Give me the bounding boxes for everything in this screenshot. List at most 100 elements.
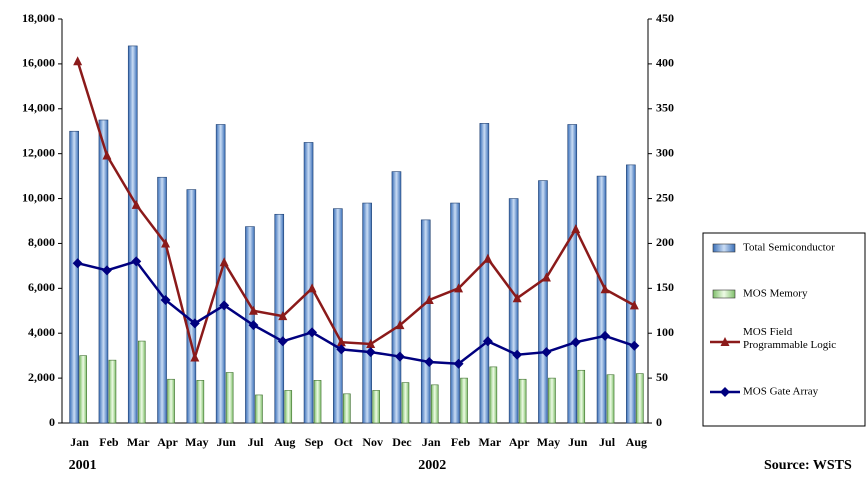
bar [518, 378, 527, 424]
marker [248, 320, 259, 331]
x-tick-label: Aug [274, 435, 295, 449]
x-tick-label: Jul [247, 435, 264, 449]
marker [570, 337, 581, 348]
marker [101, 265, 112, 276]
y2-tick-label: 450 [656, 11, 674, 25]
marker [720, 387, 730, 397]
y-tick-label: 8,000 [28, 235, 55, 249]
bar [372, 390, 380, 424]
y-tick-label: 4,000 [28, 325, 55, 339]
bar [284, 390, 293, 424]
x-tick-label: Sep [305, 435, 324, 449]
y2-tick-label: 300 [656, 145, 674, 159]
y2-tick-label: 100 [656, 325, 674, 339]
y2-tick-label: 0 [656, 415, 662, 429]
line [77, 259, 635, 366]
legend-swatch [712, 289, 736, 299]
legend-label: Total Semiconductor [743, 242, 835, 254]
marker [453, 358, 464, 369]
marker [720, 337, 730, 346]
marker [395, 320, 405, 330]
x-tick-label: Jan [422, 435, 441, 449]
marker [219, 257, 229, 267]
line [76, 60, 635, 363]
legend-swatch [712, 243, 736, 253]
bar [460, 377, 468, 424]
bar [508, 198, 519, 424]
marker [600, 330, 611, 341]
x-tick-label: May [185, 435, 208, 449]
marker [307, 283, 317, 293]
marker [424, 295, 434, 305]
legend-label: MOS Field Programmable Logic [743, 326, 836, 351]
marker [248, 305, 258, 315]
y2-tick-label: 150 [656, 280, 674, 294]
marker [161, 238, 171, 248]
legend-label: MOS Memory [743, 288, 808, 300]
x-tick-label: Apr [509, 435, 530, 449]
bar [636, 373, 644, 424]
source: Source: WSTS [764, 458, 852, 473]
marker [160, 295, 171, 306]
marker [541, 347, 552, 358]
x-tick-label: Jun [216, 435, 236, 449]
bar [108, 359, 117, 424]
x-tick-label: Jul [599, 435, 616, 449]
marker [131, 199, 141, 209]
bar [186, 189, 197, 424]
marker [131, 256, 142, 267]
y-tick-label: 6,000 [28, 280, 55, 294]
x-tick-label: Feb [99, 435, 119, 449]
marker [512, 349, 523, 360]
marker [629, 300, 639, 310]
bar [137, 340, 146, 424]
bar [548, 377, 556, 424]
marker [307, 327, 318, 338]
bar [69, 130, 79, 424]
marker [72, 258, 83, 269]
y2-tick-label: 400 [656, 56, 674, 70]
legend-label: MOS Gate Array [743, 386, 819, 398]
year-label: 2001 [69, 458, 97, 473]
bar [401, 382, 410, 424]
x-tick-label: Nov [362, 435, 383, 449]
bar [577, 369, 586, 424]
marker [278, 311, 288, 321]
bar [626, 164, 636, 424]
marker [219, 300, 230, 311]
x-tick-label: Apr [157, 435, 178, 449]
marker [541, 272, 551, 282]
marker [512, 293, 522, 303]
marker [277, 336, 288, 347]
y2-tick-label: 250 [656, 190, 674, 204]
marker [600, 284, 610, 294]
x-tick-label: Aug [626, 435, 647, 449]
bar [489, 366, 498, 424]
marker [366, 338, 376, 348]
x-tick-label: Mar [479, 435, 502, 449]
bar [567, 124, 578, 424]
bar [255, 394, 263, 424]
marker [629, 340, 640, 351]
y2-tick-label: 50 [656, 370, 668, 384]
bar [606, 374, 615, 424]
x-tick-label: Oct [334, 435, 353, 449]
marker [482, 336, 493, 347]
legend-box [702, 232, 866, 427]
bar [127, 45, 138, 424]
y-tick-label: 12,000 [22, 145, 55, 159]
marker [394, 351, 405, 362]
bar [362, 202, 372, 424]
y-tick-label: 18,000 [22, 11, 55, 25]
marker [454, 283, 464, 293]
bar [79, 355, 87, 424]
year-label: 2002 [418, 458, 446, 473]
bar [430, 384, 439, 424]
bar [343, 393, 351, 424]
y2-tick-label: 350 [656, 101, 674, 115]
y-tick-label: 0 [49, 415, 55, 429]
y-tick-label: 2,000 [28, 370, 55, 384]
bar [420, 219, 431, 424]
y2-tick-label: 200 [656, 235, 674, 249]
marker [102, 150, 112, 160]
